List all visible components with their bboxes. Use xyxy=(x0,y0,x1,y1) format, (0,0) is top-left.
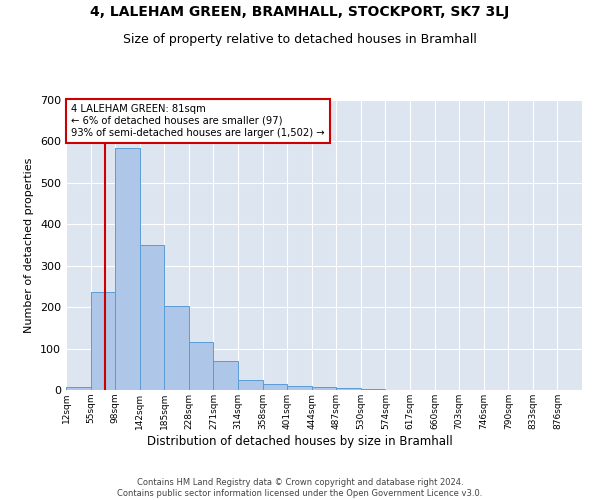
Bar xyxy=(263,384,287,390)
Bar xyxy=(312,386,336,390)
Bar xyxy=(361,389,385,390)
Bar xyxy=(66,386,91,390)
Bar xyxy=(238,380,263,390)
Bar xyxy=(214,361,238,390)
Text: 4 LALEHAM GREEN: 81sqm
← 6% of detached houses are smaller (97)
93% of semi-deta: 4 LALEHAM GREEN: 81sqm ← 6% of detached … xyxy=(71,104,325,138)
Bar xyxy=(164,306,189,390)
Y-axis label: Number of detached properties: Number of detached properties xyxy=(25,158,34,332)
Text: Distribution of detached houses by size in Bramhall: Distribution of detached houses by size … xyxy=(147,435,453,448)
Bar xyxy=(287,386,312,390)
Bar xyxy=(189,342,214,390)
Text: Contains HM Land Registry data © Crown copyright and database right 2024.
Contai: Contains HM Land Registry data © Crown c… xyxy=(118,478,482,498)
Bar xyxy=(91,292,115,390)
Bar xyxy=(115,148,140,390)
Text: 4, LALEHAM GREEN, BRAMHALL, STOCKPORT, SK7 3LJ: 4, LALEHAM GREEN, BRAMHALL, STOCKPORT, S… xyxy=(91,5,509,19)
Text: Size of property relative to detached houses in Bramhall: Size of property relative to detached ho… xyxy=(123,32,477,46)
Bar xyxy=(336,388,361,390)
Bar xyxy=(140,245,164,390)
